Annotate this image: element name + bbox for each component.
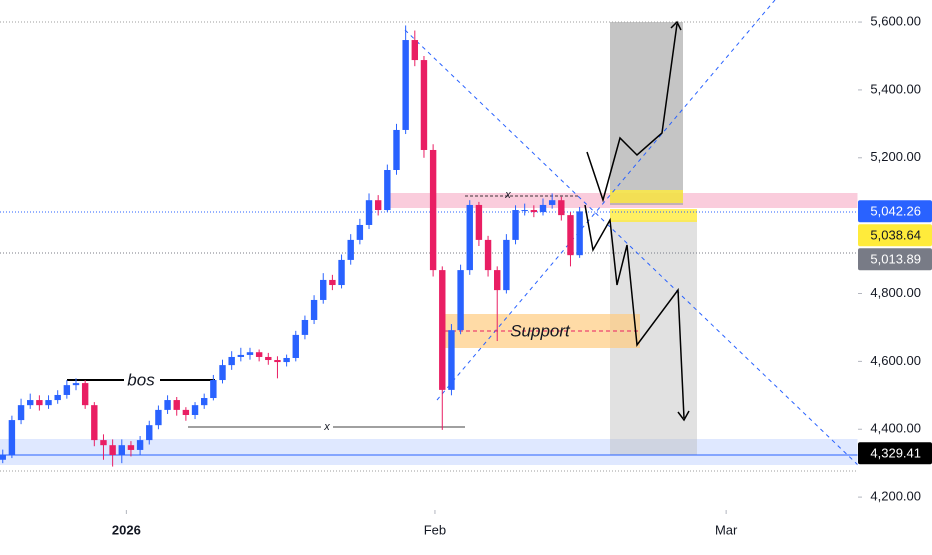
candle-body bbox=[420, 60, 428, 150]
candle-body bbox=[127, 445, 135, 450]
candle-body bbox=[548, 200, 556, 205]
demand-zone bbox=[0, 439, 858, 465]
price-tag-label: 4,329.41 bbox=[870, 446, 921, 461]
candle-body bbox=[466, 204, 473, 271]
candle-body bbox=[384, 170, 391, 211]
candle-body bbox=[164, 400, 171, 410]
candle-body bbox=[402, 40, 409, 130]
arrow-head bbox=[677, 410, 690, 422]
candle-body bbox=[136, 440, 144, 450]
candle-body bbox=[429, 149, 437, 271]
candle-body bbox=[17, 405, 25, 421]
candle-body bbox=[54, 394, 61, 401]
y-tick-label: 5,600.00 bbox=[870, 13, 921, 28]
candle-body bbox=[255, 352, 263, 357]
candle-body bbox=[448, 330, 455, 390]
candle-body bbox=[365, 200, 373, 225]
candle-body bbox=[8, 420, 16, 456]
candle-body bbox=[494, 270, 501, 291]
candle-body bbox=[320, 279, 327, 300]
annotation: Support bbox=[510, 321, 571, 340]
candle-body bbox=[301, 319, 309, 335]
candle-body bbox=[292, 334, 299, 358]
candle-body bbox=[530, 210, 538, 213]
x-tick-label: Mar bbox=[715, 522, 738, 537]
candle-body bbox=[347, 239, 354, 260]
price-tag bbox=[858, 442, 932, 465]
annotation: x bbox=[504, 189, 511, 201]
candle-body bbox=[484, 239, 492, 271]
price-tag bbox=[858, 248, 932, 271]
price-tag-label: 5,042.26 bbox=[870, 204, 921, 219]
candle-body bbox=[439, 270, 446, 390]
y-tick-label: 4,400.00 bbox=[870, 421, 921, 436]
x-tick-label: 2026 bbox=[112, 522, 141, 537]
candle-body bbox=[200, 398, 208, 406]
candle-body bbox=[539, 204, 547, 213]
candle-body bbox=[512, 210, 519, 240]
y-tick-label: 4,800.00 bbox=[870, 285, 921, 300]
candle-body bbox=[45, 400, 52, 406]
candle-body bbox=[36, 400, 43, 406]
candle-body bbox=[81, 383, 89, 406]
price-tag-label: 5,038.64 bbox=[870, 228, 921, 243]
candle-body bbox=[155, 409, 162, 426]
candle-body bbox=[72, 383, 80, 386]
candle-body bbox=[173, 400, 180, 410]
candle-body bbox=[91, 405, 98, 441]
candle-body bbox=[329, 279, 336, 286]
candle-body bbox=[219, 365, 226, 381]
candle-body bbox=[182, 409, 190, 415]
candle-body bbox=[558, 200, 565, 216]
annotation: x bbox=[323, 421, 330, 433]
candle-body bbox=[100, 440, 107, 446]
candle-body bbox=[274, 360, 281, 363]
candle-body bbox=[228, 356, 235, 366]
candle-body bbox=[338, 259, 345, 286]
candle-body bbox=[283, 357, 290, 363]
annotation: bos bbox=[127, 370, 155, 389]
x-tick-label: Feb bbox=[424, 522, 446, 537]
entry-box bbox=[610, 209, 697, 222]
candle-body bbox=[567, 215, 574, 256]
entry-box bbox=[610, 190, 683, 203]
price-tag bbox=[858, 224, 932, 247]
candle-body bbox=[356, 224, 364, 240]
candle-body bbox=[63, 385, 71, 395]
candle-body bbox=[457, 270, 464, 331]
candle-body bbox=[118, 445, 125, 456]
candle-body bbox=[265, 356, 272, 361]
price-tag-label: 5,013.89 bbox=[870, 252, 921, 267]
candle-body bbox=[310, 299, 318, 320]
candle-body bbox=[393, 129, 400, 170]
candle-body bbox=[237, 354, 245, 357]
projection-down bbox=[584, 204, 685, 419]
candle-body bbox=[521, 210, 528, 212]
projection-up bbox=[586, 23, 678, 203]
candle-body bbox=[475, 204, 483, 240]
candle-body bbox=[210, 380, 217, 399]
arrow-head bbox=[670, 20, 682, 31]
candle-body bbox=[0, 455, 6, 460]
label-bg bbox=[124, 370, 160, 390]
candle-body bbox=[146, 425, 153, 441]
y-tick-label: 5,400.00 bbox=[870, 81, 921, 96]
y-tick-label: 4,200.00 bbox=[870, 489, 921, 504]
label-bg bbox=[321, 420, 333, 434]
candle-body bbox=[246, 352, 254, 355]
candle-body bbox=[374, 200, 382, 211]
candle-body bbox=[503, 239, 510, 291]
y-tick-label: 5,200.00 bbox=[870, 149, 921, 164]
candle-body bbox=[27, 400, 34, 406]
candle-body bbox=[576, 211, 583, 256]
candle-body bbox=[109, 445, 116, 456]
trendline bbox=[404, 29, 859, 466]
target-box-up bbox=[610, 22, 683, 205]
candle-body bbox=[411, 40, 419, 61]
candle-body bbox=[191, 405, 199, 415]
price-tag bbox=[858, 200, 932, 223]
y-tick-label: 4,600.00 bbox=[870, 353, 921, 368]
